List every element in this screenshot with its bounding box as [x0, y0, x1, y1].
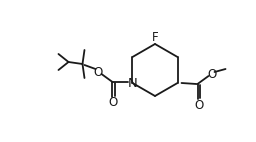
Text: N: N	[127, 77, 137, 89]
Text: O: O	[207, 67, 216, 81]
Text: O: O	[94, 65, 103, 79]
Text: O: O	[194, 99, 203, 111]
Text: O: O	[109, 97, 118, 109]
Text: F: F	[152, 31, 158, 43]
